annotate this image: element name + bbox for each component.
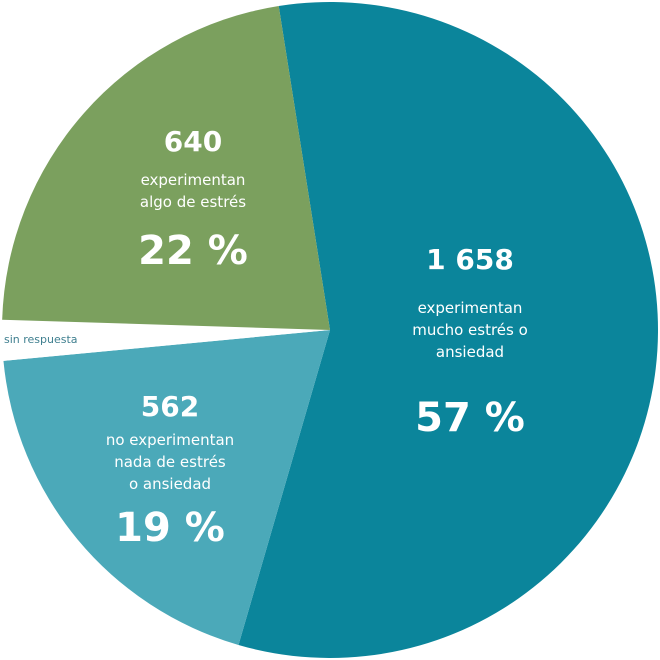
description-line: algo de estrés bbox=[140, 193, 246, 211]
pie-slice bbox=[3, 330, 330, 645]
pie-slice bbox=[238, 1, 659, 658]
slice-description: experimentan algo de estrés bbox=[140, 171, 246, 211]
description-line: mucho estrés o bbox=[412, 321, 528, 339]
value-label: 19 % bbox=[115, 505, 225, 551]
slice-count: 562 bbox=[141, 390, 199, 423]
pie-slice bbox=[2, 319, 331, 361]
description-line: ansiedad bbox=[436, 343, 504, 361]
description-line: experimentan bbox=[141, 171, 246, 189]
description-line: o ansiedad bbox=[129, 475, 211, 493]
value-label: 22 % bbox=[138, 228, 248, 274]
slice-count: 1 658 bbox=[426, 243, 514, 276]
pie-slice bbox=[2, 6, 331, 330]
description-line: nada de estrés bbox=[114, 453, 226, 471]
slice-description: no experimentan nada de estrés o ansiedad bbox=[106, 431, 234, 493]
slice-description: experimentan mucho estrés o ansiedad bbox=[412, 299, 528, 361]
description-line: no experimentan bbox=[106, 431, 234, 449]
description-line: experimentan bbox=[418, 299, 523, 317]
value-label: 57 % bbox=[415, 395, 525, 441]
slice-label: sin respuesta bbox=[4, 333, 78, 346]
slice-count: 640 bbox=[164, 125, 222, 158]
